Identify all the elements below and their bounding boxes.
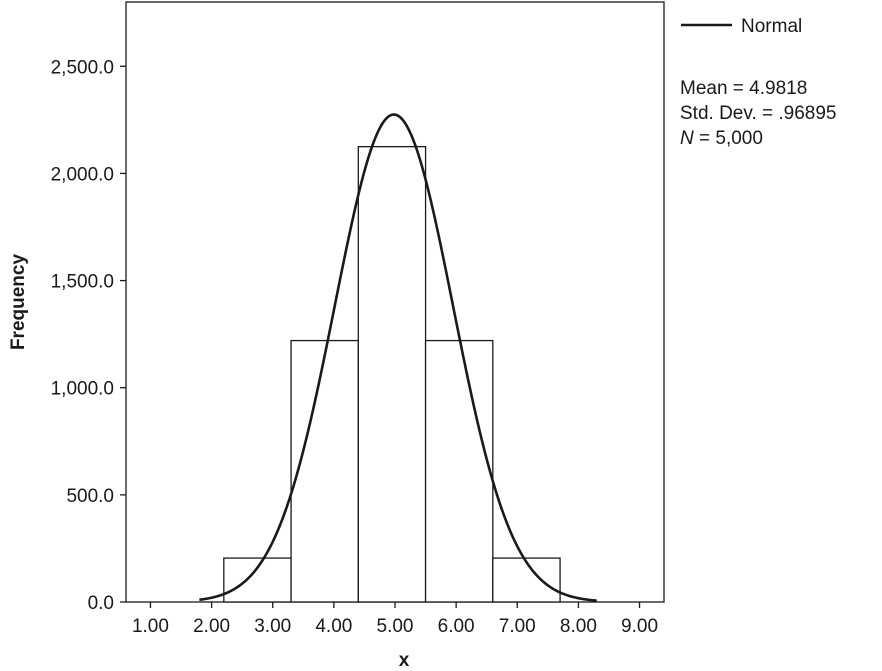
histogram-bars [223, 145, 561, 603]
x-tick-label: 3.00 [254, 616, 291, 637]
histogram-bar-3 [357, 145, 427, 603]
histogram-bar-4 [424, 339, 494, 603]
x-tick-label: 6.00 [438, 616, 475, 637]
stat-n-value: = 5,000 [693, 128, 763, 149]
y-tick-label: 1,500.0 [51, 272, 114, 293]
stat-n-symbol: N [680, 128, 694, 149]
x-tick-label: 8.00 [560, 616, 597, 637]
y-tick-label: 2,500.0 [51, 57, 114, 78]
stat-std-dev: Std. Dev. = .96895 [680, 103, 837, 124]
x-tick-label: 5.00 [377, 616, 414, 637]
x-tick-label: 7.00 [499, 616, 536, 637]
y-axis-title: Frequency [8, 254, 29, 351]
legend: Normal [681, 16, 802, 37]
x-axis-title: x [399, 650, 410, 671]
y-tick-label: 0.0 [88, 593, 114, 614]
y-tick-label: 2,000.0 [51, 164, 114, 185]
y-tick-label: 1,000.0 [51, 379, 114, 400]
y-axis: 0.0 500.0 1,000.0 1,500.0 2,000.0 2,500.0 [51, 57, 126, 614]
x-axis: 1.00 2.00 3.00 4.00 5.00 6.00 7.00 8.00 9.00 [132, 602, 658, 637]
x-tick-label: 2.00 [193, 616, 230, 637]
histogram-bar-5 [492, 557, 561, 603]
x-tick-label: 9.00 [621, 616, 658, 637]
stat-mean: Mean = 4.9818 [680, 78, 808, 99]
x-tick-label: 4.00 [315, 616, 352, 637]
normal-curve [199, 113, 597, 602]
histogram-bar-2 [290, 339, 359, 603]
y-tick-label: 500.0 [66, 486, 114, 507]
x-tick-label: 1.00 [132, 616, 169, 637]
histogram-bar-1 [223, 557, 292, 603]
stats-box: Mean = 4.9818 Std. Dev. = .96895 N = 5,0… [680, 76, 837, 151]
stat-n: N = 5,000 [680, 126, 837, 151]
legend-label: Normal [741, 16, 802, 37]
